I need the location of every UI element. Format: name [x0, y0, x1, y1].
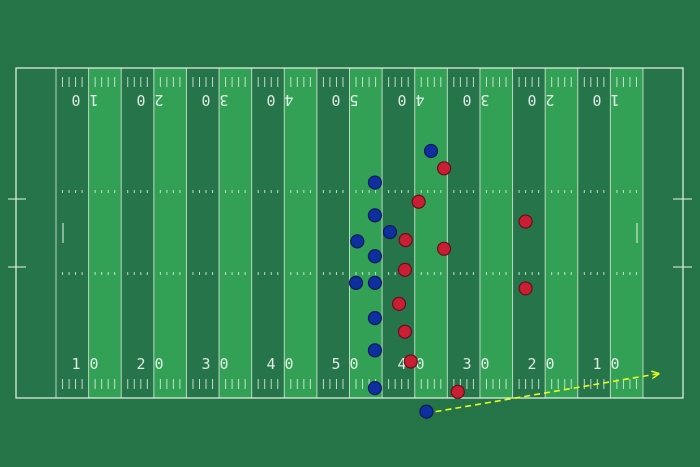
- player-red-r4: [398, 233, 413, 248]
- player-red-r9: [397, 324, 413, 339]
- player-blue-b2: [367, 175, 383, 190]
- yard-number-bottom: 5 0: [331, 355, 358, 373]
- yard-number-top: 4 0: [266, 91, 293, 109]
- field-stripe: [610, 68, 643, 398]
- endzone-left: [16, 68, 56, 398]
- player-red-r10: [403, 354, 418, 369]
- field-stripe: [545, 68, 578, 398]
- route-layer: [435, 374, 658, 413]
- yard-numbers-top: 1 0 2 0 3 0 4 0 5 0 4 0 3 0 2 0 1 0: [71, 91, 619, 109]
- player-blue-b6: [367, 249, 383, 264]
- player-red-r11: [450, 384, 465, 399]
- player-red-r6: [397, 262, 413, 277]
- yard-number-top: 1 0: [71, 91, 98, 109]
- field-stripe: [186, 68, 220, 398]
- field-stripe: [316, 68, 350, 398]
- route-arrow: [435, 374, 658, 413]
- player-blue-b4: [382, 224, 398, 240]
- player-blue-b7: [348, 275, 364, 290]
- player-blue-b9: [367, 311, 383, 326]
- player-blue-b3: [367, 208, 383, 223]
- yard-numbers-bottom: 1 0 2 0 3 0 4 0 5 0 4 0 3 0 2 0 1 0: [71, 355, 619, 373]
- field-stripe: [88, 68, 122, 398]
- yard-number-top: 4 0: [397, 91, 424, 109]
- field-stripe: [153, 68, 187, 398]
- field-stripe: [56, 68, 89, 398]
- field-lines: [8, 67, 692, 399]
- yard-number-bottom: 4 0: [266, 355, 293, 373]
- yard-number-bottom: 2 0: [527, 355, 554, 373]
- field-stripe: [349, 68, 383, 398]
- field-stripe: [479, 68, 513, 398]
- yard-number-bottom: 2 0: [136, 355, 163, 373]
- player-blue-b12: [419, 404, 434, 419]
- yard-number-bottom: 3 0: [462, 355, 489, 373]
- yard-number-top: 1 0: [592, 91, 619, 109]
- yard-number-top: 2 0: [136, 91, 163, 109]
- yard-number-top: 2 0: [527, 91, 554, 109]
- player-blue-b11: [367, 380, 383, 396]
- yard-number-bottom: 1 0: [71, 355, 98, 373]
- field-stripe: [577, 68, 611, 398]
- field-stripe: [219, 68, 252, 398]
- field-stripe: [414, 68, 448, 398]
- player-red-r5: [436, 241, 452, 256]
- player-red-r7: [391, 296, 407, 311]
- player-red-r3: [518, 214, 533, 229]
- field-stripe: [447, 68, 480, 398]
- field-stripe: [284, 68, 317, 398]
- endzone-right: [643, 68, 683, 398]
- player-red-r8: [518, 281, 533, 296]
- yard-number-top: 3 0: [201, 91, 228, 109]
- yard-number-bottom: 1 0: [592, 355, 619, 373]
- player-blue-b8: [367, 275, 383, 290]
- yard-number-top: 3 0: [462, 91, 489, 109]
- field-stripe: [121, 68, 154, 398]
- player-red-r1: [436, 161, 452, 176]
- player-blue-b10: [367, 343, 383, 358]
- player-red-r2: [411, 194, 426, 209]
- player-blue-b5: [350, 234, 365, 249]
- field-stripe: [512, 68, 546, 398]
- player-blue-b1: [423, 143, 439, 159]
- yard-number-bottom: 3 0: [201, 355, 228, 373]
- players-layer: [348, 143, 533, 419]
- field-stripe: [251, 68, 285, 398]
- yard-number-top: 5 0: [331, 91, 358, 109]
